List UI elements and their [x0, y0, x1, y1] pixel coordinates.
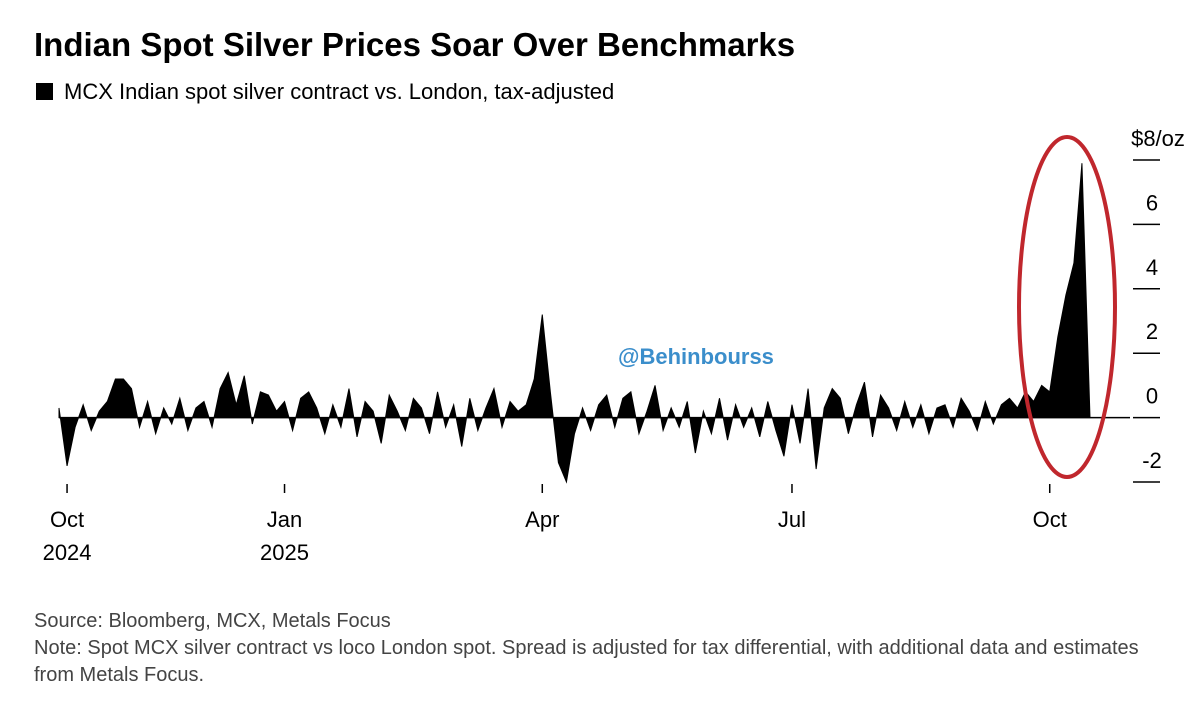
chart-title: Indian Spot Silver Prices Soar Over Benc…: [34, 26, 795, 63]
y-tick-label: 2: [1146, 319, 1158, 344]
legend-label: MCX Indian spot silver contract vs. Lond…: [64, 79, 614, 104]
area: [58, 163, 1091, 484]
note: Note: Spot MCX silver contract vs loco L…: [34, 637, 1139, 686]
x-tick-label: Jan: [267, 507, 302, 532]
x-tick-label: Apr: [525, 507, 559, 532]
x-tick-label: Oct: [50, 507, 84, 532]
x-tick-label: Oct: [1033, 507, 1067, 532]
legend-swatch: [36, 83, 53, 100]
highlight-ellipse: [1017, 135, 1117, 479]
y-tick-label: 0: [1146, 384, 1158, 409]
y-tick-label: 6: [1146, 190, 1158, 215]
y-tick-label: 4: [1146, 255, 1158, 280]
source: Source: Bloomberg, MCX, Metals Focus: [34, 610, 391, 632]
x-tick-sublabel: 2024: [43, 540, 92, 565]
watermark: @Behinbourss: [618, 344, 774, 369]
chart: Indian Spot Silver Prices Soar Over Benc…: [34, 26, 1185, 565]
y-tick-label: -2: [1142, 448, 1162, 473]
x-tick-sublabel: 2025: [260, 540, 309, 565]
x-tick-label: Jul: [778, 507, 806, 532]
y-tick-label: $8/oz: [1131, 126, 1185, 151]
